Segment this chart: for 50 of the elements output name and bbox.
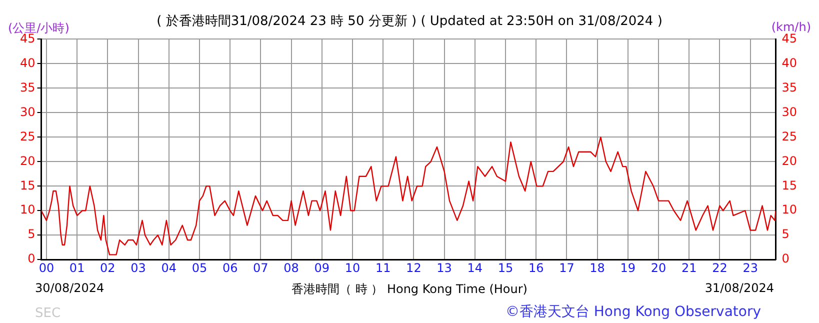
y2-tick-label: 0 [782,252,790,266]
chart-title: ( 於香港時間31/08/2024 23 時 50 分更新 ) ( Updated at 23:50H on 31/08/2024 ) [156,14,662,29]
text: 31/08/2024 [704,281,774,295]
y2-axis-title: (km/h) [771,20,811,34]
y2-tick-label: 25 [782,129,798,144]
y-tick-label: 35 [20,80,36,94]
y-tick-label: 20 [20,154,36,168]
y-tick-label: 25 [20,129,36,144]
x-tick-label: 23 [742,260,758,275]
x-tick-label: 19 [620,260,636,275]
y2-tick-label: 20 [782,154,798,168]
x-axis-title: 香港時間（ 時 ） Hong Kong Time (Hour) [292,282,528,296]
y-tick-label: 0 [28,252,36,266]
y-tick-label: 15 [20,178,36,192]
y2-tick-label: 30 [782,104,798,119]
text: ©香港天文台 Hong Kong Observatory [505,303,761,321]
y2-tick-label: 35 [782,80,798,94]
text: 30/08/2024 [35,281,104,295]
y2-tick-label: 15 [782,178,798,192]
x-tick-label: 14 [467,260,483,275]
y-tick-label: 10 [20,202,36,217]
x-tick-label: 07 [253,260,268,275]
x-tick-label: 13 [436,260,452,275]
x-tick-label: 03 [130,260,146,275]
y-tick-label: 30 [20,104,36,119]
y2-tick-label: 45 [782,31,798,46]
x-tick-label: 10 [344,260,360,275]
x-tick-label: 09 [314,260,330,275]
x-tick-label: 21 [681,260,697,275]
x-tick-label: 18 [590,260,605,275]
x-tick-label: 00 [38,260,54,275]
x-tick-label: 11 [375,260,391,275]
y-tick-label: 5 [28,227,36,242]
x-tick-label: 12 [406,260,422,275]
x-tick-label: 01 [69,260,85,275]
x-tick-label: 08 [284,260,299,275]
x-tick-label: 05 [192,260,208,275]
y2-tick-label: 40 [782,56,798,70]
x-tick-label: 22 [712,260,728,275]
x-tick-label: 02 [100,260,116,275]
y2-tick-label: 5 [782,227,790,242]
x-tick-label: 04 [161,260,177,275]
x-tick-label: 15 [498,260,514,275]
y-tick-label: 40 [20,56,36,70]
x-tick-label: 17 [559,260,574,275]
y-axis-title: (公里/小時) [8,20,70,35]
x-tick-label: 16 [528,260,544,275]
y2-tick-label: 10 [782,202,798,217]
x-tick-label: 20 [650,260,666,275]
x-tick-label: 06 [222,260,238,275]
